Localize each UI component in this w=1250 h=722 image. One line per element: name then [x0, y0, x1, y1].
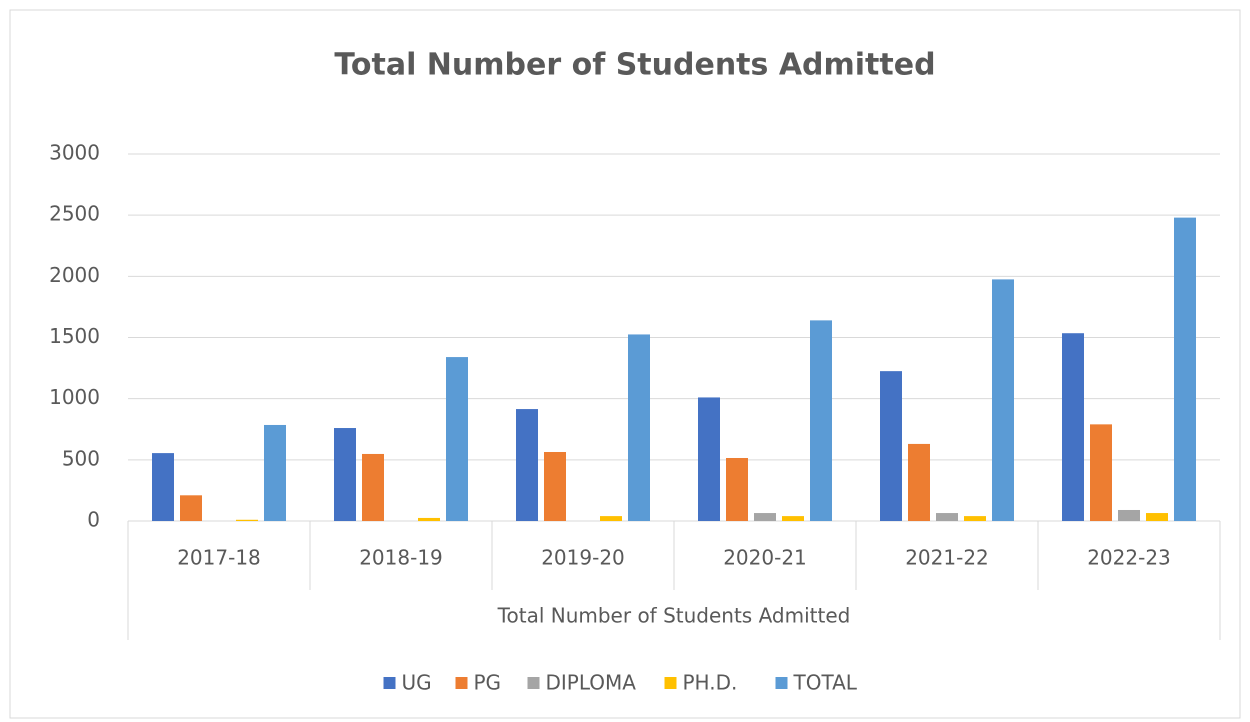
legend-swatch — [383, 677, 396, 689]
legend-swatch — [775, 677, 788, 689]
x-tick-label: 2022-23 — [1087, 546, 1171, 570]
legend-swatch — [455, 677, 468, 689]
legend-swatch — [664, 677, 677, 689]
x-tick-label: 2017-18 — [177, 546, 261, 570]
bar — [754, 513, 776, 521]
bar — [908, 443, 930, 521]
legend-label: DIPLOMA — [546, 671, 637, 695]
legend-label: PG — [474, 671, 502, 695]
bar — [992, 279, 1014, 521]
bar — [810, 320, 832, 521]
bar — [1118, 509, 1140, 521]
bar — [362, 453, 384, 521]
x-axis-title: Total Number of Students Admitted — [497, 604, 851, 628]
y-tick-label: 500 — [62, 446, 100, 470]
bar — [334, 428, 356, 521]
x-tick-label: 2021-22 — [905, 546, 989, 570]
x-tick-label: 2018-19 — [359, 546, 443, 570]
bar — [880, 371, 902, 521]
y-tick-label: 2000 — [49, 263, 100, 287]
bar — [264, 424, 286, 521]
legend-label: PH.D. — [683, 671, 738, 695]
y-tick-label: 0 — [87, 508, 100, 532]
bar — [152, 453, 174, 521]
bar — [600, 516, 622, 521]
bar — [628, 334, 650, 521]
legend-label: TOTAL — [793, 671, 858, 695]
bar — [1146, 513, 1168, 521]
y-tick-label: 2500 — [49, 202, 100, 226]
bar — [936, 513, 958, 521]
bar — [726, 457, 748, 521]
bar — [446, 357, 468, 521]
y-tick-label: 3000 — [49, 141, 100, 165]
legend-swatch — [527, 677, 540, 689]
chart-title: Total Number of Students Admitted — [334, 48, 935, 83]
bar — [418, 517, 440, 521]
y-tick-label: 1500 — [49, 324, 100, 348]
bar — [544, 452, 566, 521]
bar — [1062, 333, 1084, 521]
bar — [236, 519, 258, 521]
bar — [180, 495, 202, 521]
bar — [1174, 217, 1196, 521]
x-tick-label: 2020-21 — [723, 546, 807, 570]
bar — [516, 409, 538, 521]
y-tick-label: 1000 — [49, 385, 100, 409]
bar — [1090, 424, 1112, 521]
legend-label: UG — [402, 671, 432, 695]
bar — [964, 516, 986, 521]
chart-frame — [9, 9, 1241, 719]
bar — [698, 397, 720, 521]
x-tick-label: 2019-20 — [541, 546, 625, 570]
bar — [782, 516, 804, 521]
